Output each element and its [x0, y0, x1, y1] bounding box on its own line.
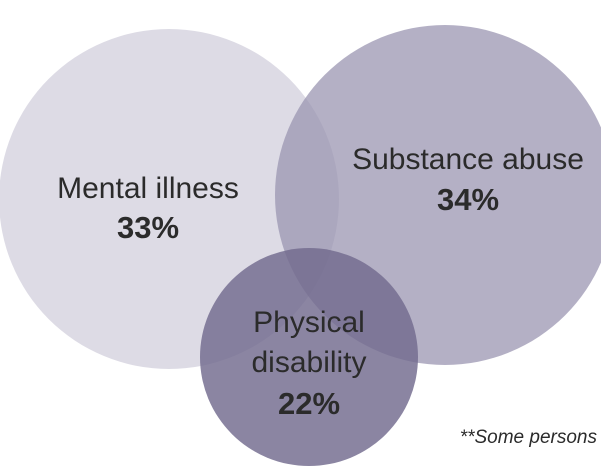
substance-abuse-label: Substance abuse [352, 143, 584, 176]
physical-disability-circle [200, 248, 418, 466]
physical-disability-value: 22% [278, 386, 340, 421]
physical-disability-label-line-2: disability [251, 346, 366, 379]
footnote: **Some persons [460, 427, 598, 448]
substance-abuse-value: 34% [437, 182, 499, 217]
physical-disability-label-line-1: Physical [253, 306, 365, 339]
mental-illness-value: 33% [117, 210, 179, 245]
mental-illness-label: Mental illness [57, 172, 239, 205]
